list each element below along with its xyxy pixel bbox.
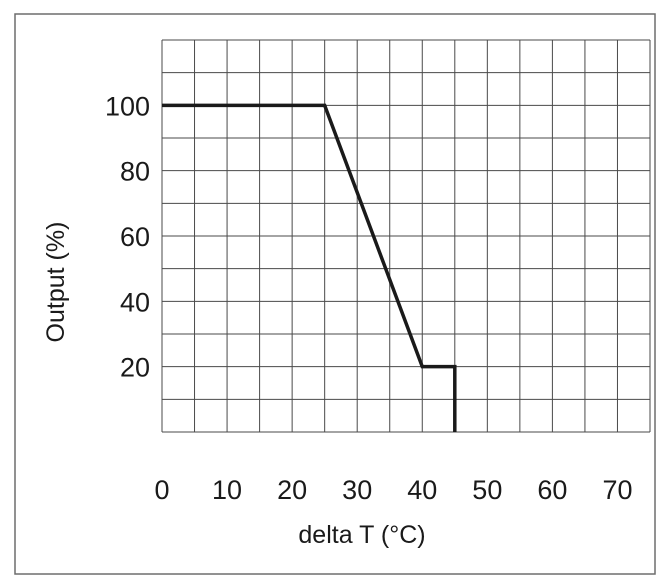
y-tick-label: 60 <box>120 222 150 252</box>
y-tick-label: 20 <box>120 353 150 383</box>
x-tick-label: 0 <box>154 475 169 505</box>
y-tick-label: 40 <box>120 287 150 317</box>
y-tick-label: 100 <box>105 91 150 121</box>
x-tick-labels: 0 10 20 30 40 50 60 70 <box>154 475 632 505</box>
x-tick-label: 10 <box>212 475 242 505</box>
x-axis-title: delta T (°C) <box>298 521 425 549</box>
series-layer <box>162 103 457 432</box>
y-tick-labels: 20 40 60 80 100 <box>105 91 150 382</box>
y-axis-title: Output (%) <box>42 222 70 343</box>
x-tick-label: 70 <box>602 475 632 505</box>
y-tick-label: 80 <box>120 157 150 187</box>
series-line <box>162 103 457 432</box>
x-tick-label: 60 <box>537 475 567 505</box>
x-tick-label: 30 <box>342 475 372 505</box>
panel-border <box>14 13 656 575</box>
x-tick-label: 50 <box>472 475 502 505</box>
x-tick-label: 20 <box>277 475 307 505</box>
x-tick-label: 40 <box>407 475 437 505</box>
